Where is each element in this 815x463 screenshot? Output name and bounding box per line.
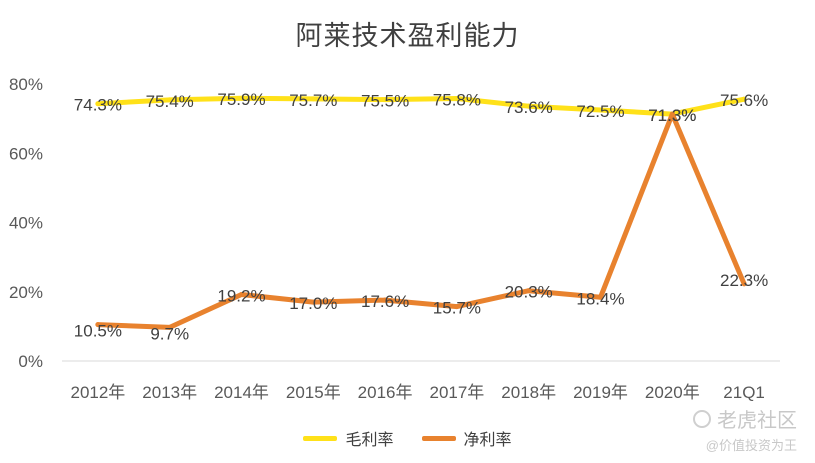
data-label-net-margin: 9.7% (150, 324, 189, 343)
x-tick-label: 2013年 (142, 383, 197, 402)
legend-label-net-margin: 净利率 (463, 432, 512, 449)
x-tick-label: 2017年 (429, 383, 484, 402)
watermark-handle: @价值投资为王 (705, 438, 797, 453)
watermark: 老虎社区 @价值投资为王 (693, 404, 797, 454)
legend-swatch-gross-margin (303, 435, 338, 441)
data-label-gross-margin: 75.4% (146, 92, 194, 111)
data-point-net-margin (669, 111, 675, 117)
data-point-net-margin (310, 299, 316, 305)
data-point-net-margin (382, 297, 388, 303)
data-label-net-margin: 19.2% (217, 287, 265, 306)
x-tick-label: 2014年 (214, 383, 269, 402)
y-tick-label: 40% (9, 214, 43, 233)
data-label-net-margin: 20.3% (505, 283, 553, 302)
data-label-gross-margin: 75.8% (433, 91, 481, 110)
series-layer (95, 95, 747, 330)
chart-title: 阿莱技术盈利能力 (295, 21, 520, 51)
data-point-gross-margin (741, 96, 747, 102)
legend-label-gross-margin: 毛利率 (345, 432, 394, 449)
data-label-layer: 74.3% 75.4% 75.9% 75.7% 75.5% 75.8% 73.6% 72.5%… (74, 90, 768, 343)
data-point-net-margin (95, 322, 101, 328)
x-tick-label: 2016年 (358, 383, 413, 402)
data-label-net-margin: 17.6% (361, 292, 409, 311)
data-point-net-margin (526, 288, 532, 294)
data-label-gross-margin: 75.9% (217, 90, 265, 109)
y-tick-label: 20% (9, 283, 43, 302)
series-line-net-margin (95, 111, 747, 330)
data-label-gross-margin: 71.3% (648, 106, 696, 125)
legend: 毛利率 净利率 (0, 426, 815, 450)
data-label-net-margin: 15.7% (433, 299, 481, 318)
data-label-net-margin: 71.3% (648, 106, 696, 125)
data-point-net-margin (598, 294, 603, 300)
data-label-gross-margin: 75.7% (289, 91, 337, 110)
data-point-gross-margin (598, 107, 603, 113)
data-label-net-margin: 17.0% (289, 294, 337, 313)
y-tick-label: 60% (9, 144, 43, 163)
data-label-gross-margin: 74.3% (74, 96, 122, 115)
data-label-gross-margin: 72.5% (576, 102, 624, 121)
x-tick-label: 21Q1 (723, 383, 765, 402)
legend-item-net-margin: 净利率 (421, 426, 512, 450)
data-label-gross-margin: 75.6% (720, 91, 768, 110)
data-point-gross-margin (167, 97, 173, 103)
y-tick-label: 0% (18, 352, 43, 371)
x-tick-label: 2020年 (645, 383, 700, 402)
axis-layer: 0% 20% 40% 60% 80% 2012年 2013年 2014年 2015年 2016年 2… (9, 75, 780, 402)
data-point-net-margin (167, 324, 173, 330)
data-point-net-margin (741, 281, 747, 287)
data-label-net-margin: 18.4% (576, 289, 624, 308)
data-label-gross-margin: 75.5% (361, 92, 409, 111)
tiger-logo-icon (693, 409, 711, 428)
legend-item-gross-margin: 毛利率 (303, 426, 394, 450)
data-point-gross-margin (239, 95, 244, 101)
data-point-gross-margin (526, 103, 532, 109)
data-point-net-margin (454, 304, 460, 310)
x-tick-label: 2015年 (286, 383, 341, 402)
x-tick-label: 2019年 (573, 383, 628, 402)
y-tick-label: 80% (9, 75, 43, 94)
data-label-net-margin: 22.3% (720, 271, 768, 290)
data-point-gross-margin (310, 96, 316, 102)
x-tick-label: 2018年 (501, 383, 556, 402)
data-label-net-margin: 10.5% (74, 322, 122, 341)
data-label-gross-margin: 73.6% (505, 98, 553, 117)
series-line-gross-margin (95, 95, 747, 117)
data-point-gross-margin (454, 96, 460, 102)
data-point-gross-margin (95, 101, 101, 107)
watermark-brand: 老虎社区 (717, 410, 797, 432)
legend-swatch-net-margin (421, 435, 456, 441)
x-tick-label: 2012年 (70, 383, 125, 402)
data-point-net-margin (239, 292, 244, 298)
data-point-gross-margin (382, 97, 388, 103)
